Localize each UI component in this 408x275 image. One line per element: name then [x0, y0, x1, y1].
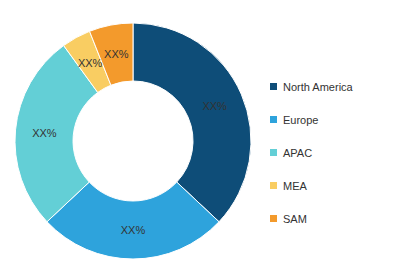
legend-label: SAM — [283, 213, 307, 225]
legend-swatch — [270, 215, 277, 222]
legend-label: MEA — [283, 180, 308, 192]
legend-label: APAC — [283, 147, 312, 159]
data-label: XX% — [121, 224, 146, 236]
legend-label: Europe — [283, 114, 318, 126]
data-label: XX% — [202, 100, 227, 112]
data-label: XX% — [32, 127, 57, 139]
data-label: XX% — [104, 48, 129, 60]
chart-container: XX%XX%XX%XX%XX%North AmericaEuropeAPACME… — [0, 0, 408, 275]
data-label: XX% — [78, 57, 103, 69]
legend-swatch — [270, 182, 277, 189]
legend-swatch — [270, 116, 277, 123]
slice — [133, 23, 251, 222]
legend-swatch — [270, 83, 277, 90]
slices — [15, 23, 251, 259]
slice — [90, 23, 133, 85]
legend: North America Europe APAC MEA SAM — [270, 81, 354, 225]
legend-label: North America — [283, 81, 354, 93]
chart-svg: XX%XX%XX%XX%XX%North AmericaEuropeAPACME… — [0, 0, 408, 275]
legend-swatch — [270, 149, 277, 156]
data-labels: XX%XX%XX%XX%XX% — [32, 48, 227, 236]
